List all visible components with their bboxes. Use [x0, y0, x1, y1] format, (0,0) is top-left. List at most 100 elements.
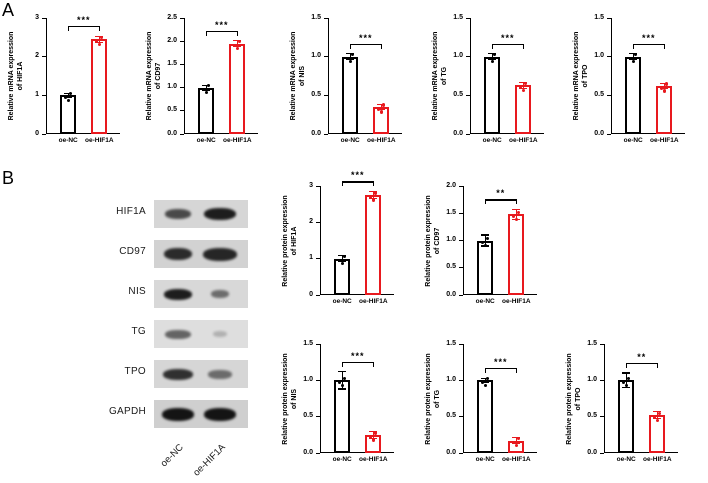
- chart-mrna-nis: Relative mRNA expression of NIS 0.0 0.5 1.0…: [290, 4, 410, 156]
- y-axis-label: Relative mRNA expression of TG: [431, 31, 448, 121]
- data-point: [341, 261, 345, 266]
- sig-bracket-line: [349, 43, 382, 45]
- error-cap-bottom: [64, 96, 73, 98]
- wb-band: [164, 248, 192, 260]
- sig-bracket-line: [341, 181, 374, 183]
- error-cap-top: [377, 104, 386, 106]
- sig-bracket-line: [491, 43, 524, 45]
- sig-bracket-left: [491, 43, 493, 49]
- data-point: [659, 86, 663, 90]
- y-tick-label: 2.0: [446, 181, 456, 189]
- y-tick: [600, 452, 604, 454]
- y-tick-label: 1.0: [167, 83, 177, 91]
- y-tick: [316, 258, 320, 260]
- x-category-label: oe-HIF1A: [502, 298, 531, 305]
- y-tick: [607, 133, 611, 135]
- y-tick: [316, 379, 320, 381]
- error-cap-top: [512, 437, 521, 439]
- y-tick-label: 1: [309, 254, 313, 262]
- x-category-label: oe-NC: [196, 137, 216, 144]
- bar-oe-NC: [198, 87, 215, 134]
- y-axis-label: Relative protein expression of TPO: [565, 352, 582, 445]
- y-tick: [42, 94, 46, 96]
- significance-stars: ***: [76, 15, 91, 26]
- y-tick: [466, 133, 470, 135]
- error-bar: [515, 437, 517, 444]
- x-category-label: oe-NC: [58, 137, 78, 144]
- wb-band: [165, 329, 191, 339]
- data-point: [342, 376, 346, 381]
- y-tick-label: 1.5: [453, 13, 463, 21]
- y-tick: [466, 17, 470, 19]
- sig-bracket-left: [625, 363, 627, 369]
- data-point: [480, 240, 484, 245]
- wb-label-HIF1A: HIF1A: [116, 206, 146, 217]
- data-point: [376, 107, 380, 111]
- error-cap-top: [481, 377, 490, 379]
- sig-bracket-right: [515, 368, 517, 374]
- wb-band: [164, 288, 192, 300]
- sig-bracket-left: [205, 30, 207, 36]
- wb-strip-CD97: [154, 240, 248, 268]
- chart-protein-tg: Relative protein expression of TG 0.0 0.5 1…: [425, 330, 545, 475]
- error-bar: [632, 53, 634, 60]
- chart-protein-hif1a: Relative protein expression of HIF1A 0 1 2 3…: [282, 170, 402, 317]
- data-point: [94, 39, 98, 43]
- y-tick: [180, 133, 184, 135]
- error-cap-top: [488, 52, 497, 55]
- data-point: [350, 52, 354, 57]
- y-tick: [180, 17, 184, 19]
- data-point: [632, 59, 636, 64]
- sig-bracket-left: [349, 43, 351, 49]
- x-category-label: oe-NC: [332, 298, 352, 305]
- sig-bracket-right: [515, 199, 517, 205]
- y-tick-label: 1.0: [594, 52, 604, 60]
- y-tick: [316, 294, 320, 296]
- chart-protein-tpo: Relative protein expression of TPO 0.0 0.5…: [566, 330, 686, 475]
- error-cap-top: [338, 371, 347, 373]
- y-tick: [466, 94, 470, 96]
- bar-oe-NC: [342, 56, 359, 134]
- error-cap-bottom: [233, 45, 242, 47]
- error-cap-bottom: [622, 387, 631, 389]
- y-tick: [600, 379, 604, 381]
- error-cap-bottom: [481, 381, 490, 384]
- wb-strip-TPO: [154, 360, 248, 388]
- y-tick: [459, 212, 463, 214]
- y-tick: [180, 40, 184, 42]
- y-axis-label: Relative protein expression of TG: [424, 352, 441, 445]
- data-point: [511, 214, 515, 219]
- data-point: [68, 91, 72, 96]
- sig-bracket-left: [632, 43, 634, 49]
- chart-mrna-tg: Relative mRNA expression of TG 0.0 0.5 1.0 1…: [432, 4, 552, 156]
- data-point: [380, 110, 384, 114]
- error-cap-top: [338, 255, 347, 257]
- data-point: [492, 52, 496, 57]
- y-tick: [459, 240, 463, 241]
- x-category-label: oe-NC: [482, 137, 502, 144]
- y-tick-label: 0.5: [446, 412, 456, 420]
- plot-area: [320, 344, 394, 453]
- sig-bracket-right: [98, 26, 100, 32]
- data-point: [337, 258, 341, 263]
- wb-label-TPO: TPO: [124, 366, 146, 377]
- wb-strip-HIF1A: [154, 200, 248, 228]
- y-tick: [607, 56, 611, 58]
- data-point: [515, 217, 519, 222]
- y-tick: [459, 267, 463, 269]
- y-tick: [600, 416, 604, 418]
- sig-bracket-line: [625, 363, 658, 365]
- error-cap-bottom: [377, 108, 386, 110]
- wb-band: [208, 369, 232, 379]
- data-point: [626, 376, 630, 381]
- significance-stars: **: [496, 188, 506, 199]
- y-axis-label: Relative mRNA expression of NIS: [289, 31, 306, 121]
- sig-bracket-right: [236, 30, 238, 36]
- sig-bracket-left: [484, 199, 486, 205]
- y-tick-label: 0.0: [311, 129, 321, 137]
- y-tick-label: 0.0: [167, 129, 177, 137]
- wb-band: [163, 368, 193, 380]
- plot-area: [320, 186, 394, 295]
- panel-b-label: B: [2, 168, 15, 188]
- x-category-label: oe-HIF1A: [367, 137, 396, 144]
